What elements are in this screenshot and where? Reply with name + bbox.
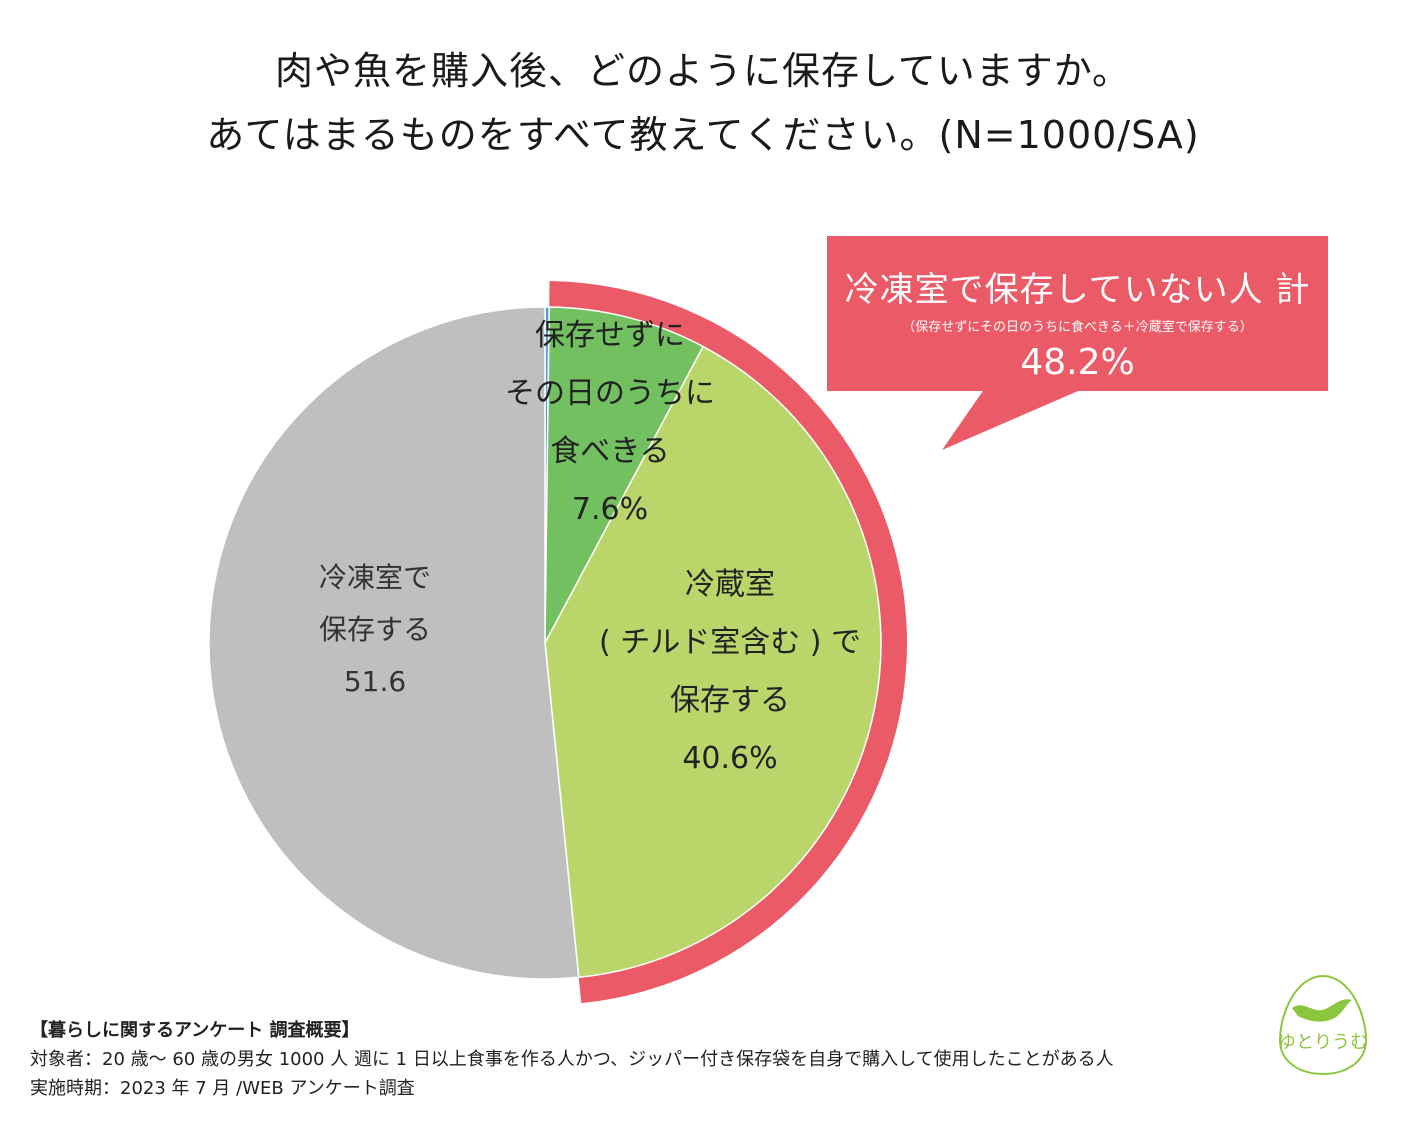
slice-label-freezer: 冷凍室で 保存する 51.6: [250, 552, 500, 708]
callout: 冷凍室で保存していない人 計 （保存せずにその日のうちに食べきる＋冷蔵室で保存す…: [827, 236, 1328, 391]
slice-label-fridge-line: ( チルド室含む ) で: [598, 625, 862, 660]
callout-subtitle: （保存せずにその日のうちに食べきる＋冷蔵室で保存する）: [902, 320, 1253, 335]
slice-label-freezer-value: 51.6: [343, 665, 407, 698]
slice-label-fridge-value: 40.6%: [682, 741, 778, 776]
slice-label-fridge-line: 保存する: [670, 683, 790, 718]
chart-title-line2: あてはまるものをすべて教えてください。(N=1000/SA): [206, 113, 1200, 157]
survey-target: 対象者：20 歳～ 60 歳の男女 1000 人 週に 1 日以上食事を作る人か…: [30, 1049, 1114, 1070]
pie-slice-freezer: [208, 306, 580, 980]
slice-label-fresh-line: 食べきる: [550, 434, 670, 469]
survey-summary: 【暮らしに関するアンケート 調査概要】 対象者：20 歳～ 60 歳の男女 10…: [30, 1016, 1114, 1103]
pie-slice-fresh: [544, 306, 705, 644]
survey-period: 実施時期：2023 年 7 月 /WEB アンケート調査: [30, 1078, 415, 1099]
callout-value: 48.2%: [1020, 342, 1135, 383]
slice-label-fridge-line: 冷蔵室: [685, 567, 775, 602]
slice-label-fresh-line: その日のうちに: [505, 376, 715, 411]
logo-egg-outline: [1278, 974, 1368, 1076]
slice-label-fridge: 冷蔵室 ( チルド室含む ) で 保存する 40.6%: [570, 556, 890, 788]
slice-label-fresh: 保存せずに その日のうちに 食べきる 7.6%: [470, 307, 750, 539]
chart-title-line1: 肉や魚を購入後、どのように保存していますか。: [274, 49, 1132, 93]
logo: ゆとりうむ: [1278, 974, 1368, 1076]
slice-label-freezer-line: 冷凍室で: [318, 561, 431, 594]
bird-icon: [1292, 999, 1352, 1022]
survey-summary-heading: 【暮らしに関するアンケート 調査概要】: [30, 1020, 360, 1041]
pie-slice-fridge: [544, 345, 882, 979]
slice-label-fresh-line: 保存せずに: [535, 318, 685, 353]
callout-box: [827, 236, 1328, 391]
callout-title: 冷凍室で保存していない人 計: [844, 270, 1311, 310]
logo-text: ゆとりうむ: [1278, 1032, 1368, 1053]
callout-pointer: [942, 388, 1085, 450]
slice-label-freezer-line: 保存する: [318, 613, 431, 646]
slice-label-fresh-value: 7.6%: [571, 492, 649, 527]
